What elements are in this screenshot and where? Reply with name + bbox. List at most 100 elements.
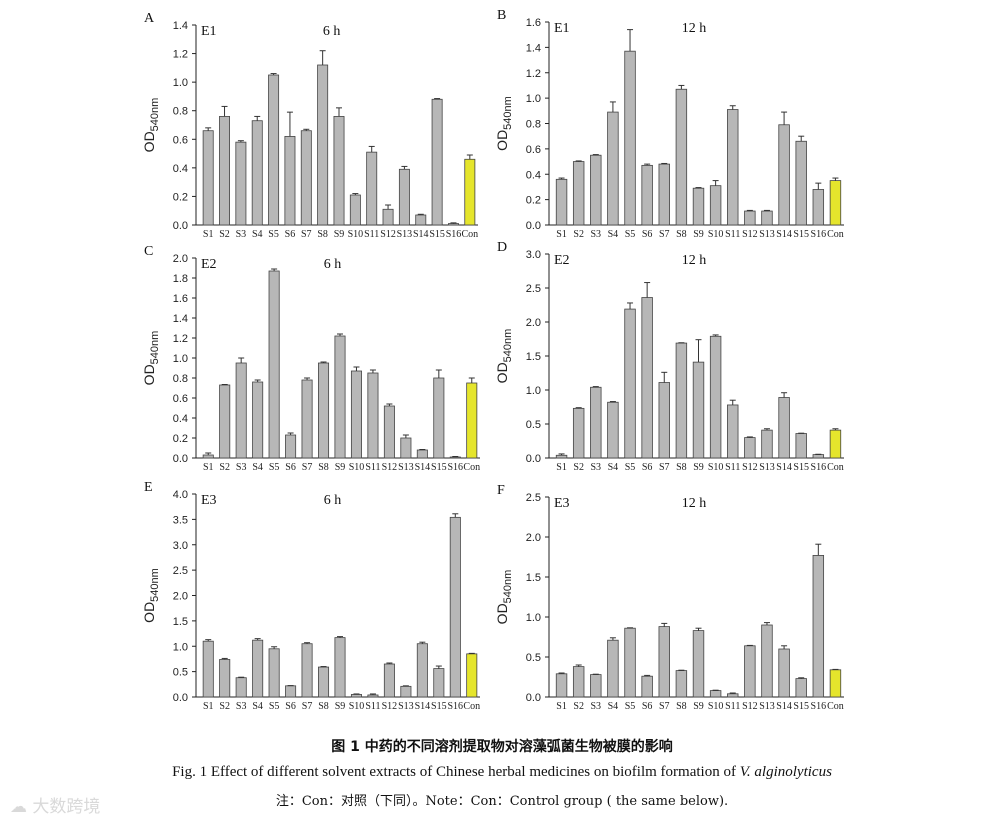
panel-f-bar-s13 <box>761 624 773 698</box>
panel-d-xtick-label: S4 <box>608 462 619 473</box>
panel-a-xtick-label: S1 <box>203 229 214 240</box>
panel-d-bar-s10 <box>709 335 722 459</box>
figure-caption-note: 注：Con：对照（下同）。Note：Con：Control group ( th… <box>275 794 729 809</box>
panel-e-extract-label: E3 <box>201 493 217 508</box>
panel-b-xtick-label: S4 <box>608 229 619 240</box>
panel-d-ytick-label: 0.0 <box>526 453 541 465</box>
panel-b-ytick-label: 1.4 <box>526 42 541 54</box>
panel-a-bar-s7 <box>300 130 312 226</box>
panel-d-xtick-label: Con <box>827 462 844 473</box>
panel-f-xtick-label: S7 <box>659 701 670 712</box>
panel-d-bar-s15 <box>795 433 807 459</box>
panel-e-ytick-label: 0.0 <box>173 692 188 704</box>
panel-a-bar-s5 <box>268 74 280 226</box>
panel-a-bar-s6 <box>284 136 296 226</box>
panel-d-time-label: 12 h <box>682 253 707 268</box>
panel-e-bar-s7 <box>301 643 313 698</box>
panel-a-bar-s3 <box>235 141 247 226</box>
panel-e-xtick-label: S4 <box>252 701 263 712</box>
panel-d-bar-s5 <box>624 308 636 459</box>
panel-f-bar-s2 <box>572 666 585 698</box>
panel-b-ytick-label: 0.8 <box>526 119 541 131</box>
panel-e-xtick-label: S1 <box>203 701 214 712</box>
panel-d-bar-s11 <box>727 404 739 459</box>
panel-c-xtick-label: S6 <box>285 462 296 473</box>
panel-b-extract-label: E1 <box>554 21 570 36</box>
panel-a-bar-s16 <box>448 223 459 226</box>
panel-a-ytick-label: 0.6 <box>173 134 188 146</box>
panel-c-xtick-label: Con <box>463 462 480 473</box>
panel-b-bar-s5 <box>624 50 636 226</box>
panel-a-xtick-label: S13 <box>397 229 413 240</box>
panel-d-xtick-label: S13 <box>759 462 775 473</box>
panel-e-ytick-label: 4.0 <box>173 489 188 501</box>
panel-e-xtick-label: S9 <box>335 701 346 712</box>
panel-c-ytick-label: 1.6 <box>173 293 188 305</box>
panel-e-xtick-label: S16 <box>448 701 464 712</box>
panel-b-bar-s12 <box>744 210 756 226</box>
panel-f-bar-s12 <box>744 645 756 698</box>
panel-c-xtick-label: S14 <box>415 462 431 473</box>
panel-d-ytick-label: 3.0 <box>526 249 541 261</box>
panel-a-bar-s15 <box>431 98 443 226</box>
panel-d-bar-s14 <box>778 397 790 459</box>
panel-d-bar-s12 <box>744 437 756 459</box>
panel-b-xtick-label: S13 <box>759 229 775 240</box>
panel-c-ytick-label: 1.0 <box>173 353 188 365</box>
panel-d-bar-s16 <box>812 454 825 459</box>
panel-b-letter: B <box>497 8 506 23</box>
panel-b-xtick-label: S15 <box>793 229 809 240</box>
panel-f-xtick-label: S16 <box>811 701 827 712</box>
panel-e-xtick-label: S10 <box>349 701 365 712</box>
panel-d-bar-s2 <box>572 407 585 459</box>
panel-c-bar-s8 <box>318 362 330 459</box>
panel-c-xtick-label: S13 <box>398 462 414 473</box>
caption-english-prefix: Fig. 1 Effect of different solvent extra… <box>172 764 740 780</box>
panel-b-ytick-label: 1.6 <box>526 17 541 29</box>
panel-d-xtick-label: S3 <box>591 462 602 473</box>
panel-c-ytick-label: 0.4 <box>173 413 188 425</box>
panel-d-xtick-label: S8 <box>676 462 687 473</box>
figure-caption-english: Fig. 1 Effect of different solvent extra… <box>0 764 1004 781</box>
panel-b-bar-s4 <box>607 111 619 226</box>
panel-d-xtick-label: S5 <box>625 462 636 473</box>
panel-d-ytick-label: 1.5 <box>526 351 541 363</box>
panel-b-xtick-label: S5 <box>625 229 636 240</box>
panel-b-xtick-label: Con <box>827 229 844 240</box>
panel-e-ytick-label: 3.0 <box>173 540 188 552</box>
panel-d-xtick-label: S7 <box>659 462 670 473</box>
panel-e-xtick-label: Con <box>463 701 480 712</box>
panel-b-xtick-label: S3 <box>591 229 602 240</box>
panel-f-bar-s5 <box>624 627 636 698</box>
panel-e-bar-s3 <box>235 677 247 698</box>
panel-a-bar-s9 <box>333 116 345 226</box>
panel-d-xtick-label: S2 <box>573 462 584 473</box>
panel-a-ytick-label: 1.4 <box>173 20 188 32</box>
panel-b-bar-s16 <box>812 189 825 226</box>
panel-b-xtick-label: S9 <box>693 229 704 240</box>
panel-f-ytick-label: 2.0 <box>526 532 541 544</box>
panel-b-y-axis-label: OD540nm <box>494 96 514 151</box>
panel-f-bar-s4 <box>607 639 619 698</box>
panel-a-xtick-label: S6 <box>285 229 296 240</box>
panel-c-bar-s4 <box>252 381 264 459</box>
panel-f-xtick-label: S9 <box>693 701 704 712</box>
panel-c-bar-s2 <box>219 384 231 459</box>
panel-c-bar-s3 <box>235 362 247 459</box>
panel-d-bar-s4 <box>607 401 619 459</box>
panel-e-xtick-label: S8 <box>318 701 329 712</box>
panel-b-ytick-label: 0.2 <box>526 195 541 207</box>
caption-species: V. alginolyticus <box>739 764 832 780</box>
panel-b-bar-s1 <box>555 178 568 226</box>
panel-a-bar-s10 <box>349 194 361 226</box>
figure-panels: 0.0 0.2 0.4 0.6 0.8 1.0 1.2 1.4 OD540nm A E1 6 h S1 S… <box>141 8 844 712</box>
panel-c-bar-s5 <box>268 270 280 459</box>
panel-f-time-label: 12 h <box>682 496 707 511</box>
panel-c-xtick-label: S9 <box>335 462 346 473</box>
panel-a-y-axis-label: OD540nm <box>141 98 161 153</box>
panel-d-bar-s9 <box>692 361 705 459</box>
panel-d-bar-s3 <box>590 386 602 459</box>
panel-b-bar-s14 <box>778 124 790 226</box>
panel-e-bar-s2 <box>219 659 231 698</box>
panel-e-xtick-label: S2 <box>219 701 230 712</box>
